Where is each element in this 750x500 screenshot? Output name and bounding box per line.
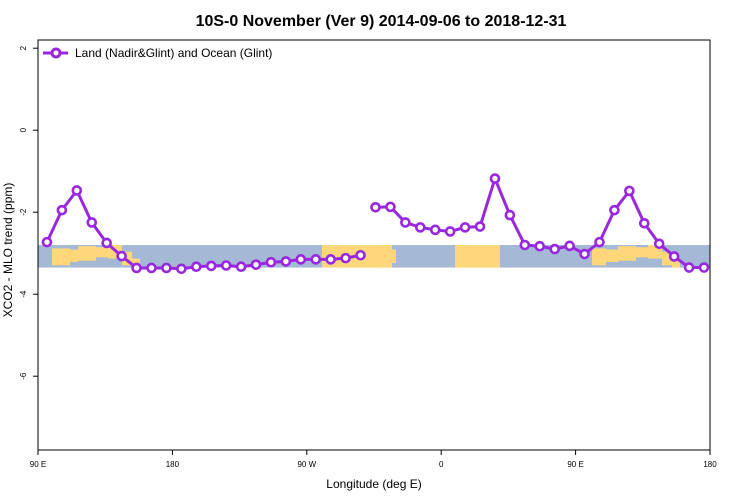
axis-ticks: 90 E 180 90 W 0 90 E 180 2 0 -2 -4 -6 bbox=[19, 45, 717, 469]
data-point bbox=[594, 236, 605, 248]
data-point bbox=[295, 254, 307, 265]
data-point bbox=[534, 240, 546, 252]
data-point bbox=[325, 254, 336, 265]
data-point bbox=[385, 201, 396, 213]
x-tick-label: 180 bbox=[166, 460, 180, 469]
data-point bbox=[414, 222, 426, 233]
data-point bbox=[638, 217, 650, 229]
data-point bbox=[698, 262, 710, 273]
y-axis-label: XCO2 - MLO trend (ppm) bbox=[1, 183, 15, 318]
land-region bbox=[592, 248, 606, 266]
data-point bbox=[161, 262, 172, 274]
data-point bbox=[131, 262, 142, 274]
land-region bbox=[618, 246, 636, 261]
data-point bbox=[459, 222, 471, 233]
data-point bbox=[205, 260, 217, 272]
x-tick-label: 90 E bbox=[30, 460, 46, 469]
y-tick-label: -4 bbox=[19, 290, 28, 298]
data-point bbox=[504, 209, 516, 221]
land-region bbox=[78, 246, 96, 261]
data-point bbox=[220, 260, 232, 271]
data-point bbox=[190, 261, 202, 273]
data-point bbox=[444, 226, 456, 237]
y-tick-label: 2 bbox=[19, 45, 28, 50]
data-point bbox=[116, 250, 127, 262]
data-point bbox=[668, 251, 680, 262]
land-region bbox=[392, 249, 396, 264]
land-region bbox=[636, 247, 648, 258]
legend-label: Land (Nadir&Glint) and Ocean (Glint) bbox=[75, 46, 272, 60]
land-region bbox=[672, 258, 680, 268]
data-point bbox=[549, 243, 560, 255]
x-tick-label: 0 bbox=[439, 460, 444, 469]
land-region bbox=[662, 251, 672, 266]
data-point bbox=[146, 262, 157, 274]
land-region bbox=[604, 249, 618, 262]
data-point bbox=[41, 236, 53, 248]
data-point bbox=[355, 249, 366, 261]
data-point bbox=[280, 256, 292, 267]
data-point bbox=[265, 256, 277, 268]
x-tick-label: 90 W bbox=[297, 460, 316, 469]
legend: Land (Nadir&Glint) and Ocean (Glint) bbox=[43, 46, 272, 60]
x-tick-label: 180 bbox=[703, 460, 717, 469]
land-region bbox=[455, 245, 500, 268]
data-point bbox=[310, 254, 322, 265]
data-point bbox=[489, 173, 501, 184]
data-point bbox=[519, 239, 531, 251]
data-point bbox=[370, 201, 381, 213]
data-point bbox=[564, 240, 575, 252]
data-point bbox=[101, 237, 112, 249]
data-point bbox=[624, 185, 635, 197]
data-point bbox=[474, 221, 486, 232]
data-point bbox=[579, 248, 590, 260]
plot-frame bbox=[37, 39, 711, 451]
data-point bbox=[653, 238, 665, 250]
data-point bbox=[176, 263, 187, 275]
data-point bbox=[340, 252, 351, 264]
data-point bbox=[683, 262, 695, 273]
y-tick-label: 0 bbox=[19, 127, 28, 132]
y-tick-label: -2 bbox=[19, 208, 28, 216]
series-layer bbox=[41, 173, 710, 275]
data-point bbox=[429, 224, 441, 236]
legend-marker bbox=[50, 47, 62, 59]
chart-title: 10S-0 November (Ver 9) 2014-09-06 to 201… bbox=[196, 13, 567, 30]
data-point bbox=[250, 259, 262, 270]
data-point bbox=[609, 204, 620, 216]
data-point bbox=[56, 204, 68, 216]
data-point bbox=[71, 185, 83, 196]
data-point bbox=[400, 217, 411, 228]
x-tick-label: 90 E bbox=[567, 460, 583, 469]
land-region bbox=[96, 247, 108, 258]
data-point bbox=[235, 261, 247, 273]
data-point bbox=[86, 217, 98, 228]
x-axis-label: Longitude (deg E) bbox=[326, 477, 421, 491]
y-tick-label: -6 bbox=[19, 372, 28, 380]
land-region bbox=[62, 249, 78, 262]
series-line bbox=[45, 188, 361, 271]
